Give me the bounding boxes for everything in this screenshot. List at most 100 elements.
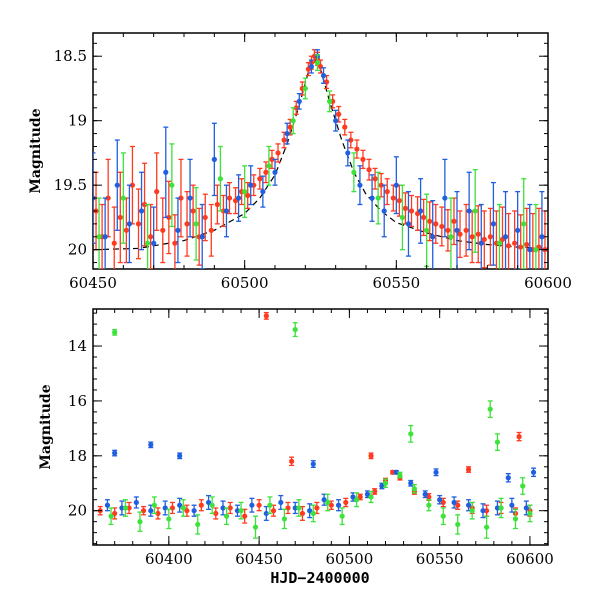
bottom-data-point xyxy=(433,469,439,475)
top-panel-axes: 60450 60500 60550 60600 18.5 19 19.5 20 xyxy=(54,33,572,292)
top-data-point xyxy=(290,118,296,124)
bottom-xtick-label: 60600 xyxy=(506,550,554,568)
top-data-point xyxy=(490,221,496,227)
bottom-data-point xyxy=(267,502,273,508)
top-data-point xyxy=(111,240,117,246)
top-data-point xyxy=(390,195,396,201)
top-data-point xyxy=(284,130,290,137)
bottom-data-point xyxy=(224,513,230,519)
top-data-point xyxy=(135,221,142,227)
top-data-point xyxy=(457,231,463,237)
top-data-point xyxy=(166,214,172,221)
top-series-0 xyxy=(93,49,548,269)
top-data-point xyxy=(348,137,354,143)
bottom-data-point xyxy=(512,516,519,522)
top-data-point xyxy=(433,221,439,227)
bottom-data-point xyxy=(177,453,183,459)
bottom-data-point xyxy=(126,505,132,511)
bottom-data-point xyxy=(133,499,139,506)
bottom-data-point xyxy=(256,502,262,508)
bottom-data-point xyxy=(505,475,511,481)
bottom-data-point xyxy=(484,524,490,530)
bottom-data-point xyxy=(220,505,226,511)
bottom-data-point xyxy=(292,505,298,511)
bottom-data-point xyxy=(252,524,259,530)
bottom-data-point xyxy=(498,505,504,511)
bottom-panel: 60400 60450 60500 60550 60600 14 16 18 20 Magnit… xyxy=(38,308,554,587)
top-data-point xyxy=(399,214,405,221)
top-data-point xyxy=(472,208,478,214)
top-data-point xyxy=(114,182,120,188)
top-data-point xyxy=(357,182,363,188)
top-data-point xyxy=(281,137,287,143)
bottom-data-point xyxy=(339,513,345,519)
bottom-data-point xyxy=(289,458,295,464)
top-data-point xyxy=(129,182,136,188)
bottom-data-point xyxy=(112,510,118,517)
top-data-point xyxy=(223,208,230,214)
bottom-data-point xyxy=(393,469,399,475)
top-data-point xyxy=(266,163,272,169)
bottom-data-point xyxy=(382,480,389,486)
bottom-series-1 xyxy=(104,441,537,521)
top-data-point xyxy=(327,98,333,104)
top-data-point xyxy=(154,189,160,195)
bottom-data-point xyxy=(104,502,111,508)
top-data-point xyxy=(439,223,445,230)
bottom-ytick-label: 16 xyxy=(68,392,87,410)
bottom-data-point xyxy=(213,510,219,517)
top-data-point xyxy=(138,208,145,214)
bottom-data-point xyxy=(137,519,143,525)
top-data-point xyxy=(242,189,248,195)
bottom-ytick-label: 18 xyxy=(68,447,87,465)
bottom-data-point xyxy=(411,486,417,492)
bottom-data-point xyxy=(397,472,403,478)
bottom-data-point xyxy=(296,505,302,511)
bottom-data-point xyxy=(314,505,320,511)
top-data-point xyxy=(190,208,196,214)
bottom-data-point xyxy=(372,488,378,495)
bottom-data-point xyxy=(112,450,118,456)
top-model-curve xyxy=(93,57,548,251)
bottom-data-point xyxy=(325,499,331,506)
bottom-data-point xyxy=(242,513,248,519)
bottom-plot-area xyxy=(97,311,537,539)
bottom-data-point xyxy=(180,505,186,511)
top-xtick-label: 60450 xyxy=(69,274,117,292)
bottom-data-point xyxy=(408,431,414,437)
top-data-point xyxy=(345,150,351,156)
top-ytick-label: 18.5 xyxy=(54,47,87,65)
bottom-data-point xyxy=(310,510,316,517)
top-data-point xyxy=(518,244,524,250)
bottom-data-point xyxy=(364,491,371,497)
bottom-data-point xyxy=(368,453,374,459)
bottom-data-point xyxy=(148,508,154,514)
bottom-data-point xyxy=(238,508,244,514)
bottom-data-point xyxy=(426,494,432,500)
bottom-data-point xyxy=(465,466,472,473)
top-data-point xyxy=(445,227,451,233)
bottom-data-point xyxy=(209,502,215,508)
top-data-point xyxy=(502,234,509,240)
top-data-point xyxy=(351,169,357,175)
top-data-point xyxy=(539,234,545,240)
top-data-point xyxy=(408,208,415,214)
bottom-data-point xyxy=(227,505,233,511)
top-data-point xyxy=(396,198,402,204)
top-data-point xyxy=(527,247,533,253)
top-data-point xyxy=(184,221,190,227)
top-ytick-label: 20 xyxy=(68,241,87,259)
top-data-point xyxy=(163,169,169,175)
top-data-point xyxy=(217,176,223,182)
top-data-point xyxy=(481,236,487,242)
top-data-point xyxy=(126,221,132,227)
bottom-data-point xyxy=(516,434,522,440)
bottom-data-point xyxy=(484,508,490,514)
top-data-point xyxy=(211,156,217,162)
bottom-data-point xyxy=(198,502,204,508)
bottom-data-point xyxy=(321,497,327,503)
top-data-point xyxy=(430,234,436,240)
top-data-point xyxy=(342,124,348,130)
bottom-data-point xyxy=(292,326,298,333)
bottom-data-point xyxy=(343,499,349,506)
